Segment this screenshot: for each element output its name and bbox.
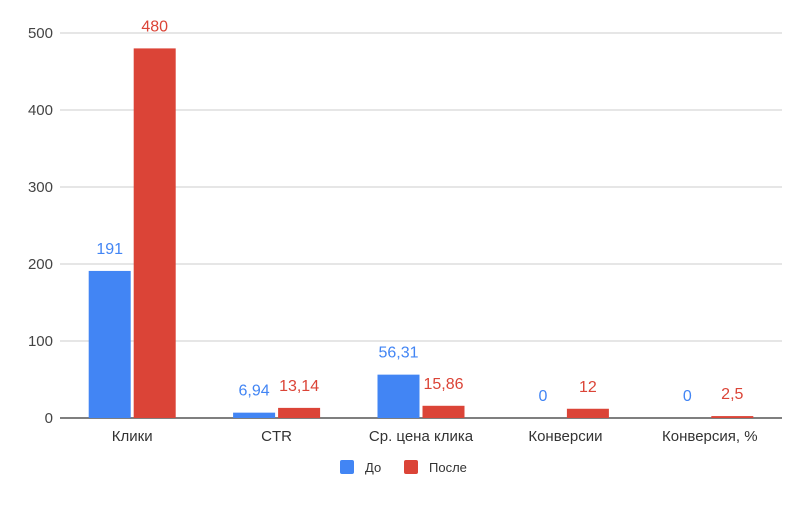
bar-posle: [422, 405, 465, 418]
data-label: 13,14: [279, 378, 319, 395]
y-tick-label: 100: [28, 333, 53, 350]
y-tick-label: 300: [28, 179, 53, 196]
legend-swatch: [340, 460, 354, 474]
x-tick-label: Конверсия, %: [662, 428, 758, 445]
y-tick-label: 0: [45, 410, 53, 427]
bar-posle: [566, 408, 609, 418]
data-label: 0: [538, 388, 547, 405]
bar-posle: [278, 407, 321, 418]
data-label: 6,94: [239, 383, 270, 400]
bar-do: [233, 412, 276, 418]
y-tick-label: 400: [28, 102, 53, 119]
data-label: 191: [96, 241, 123, 258]
bar-posle: [711, 416, 754, 418]
bar-do: [88, 270, 131, 418]
legend-swatch: [404, 460, 418, 474]
y-tick-label: 500: [28, 25, 53, 42]
bar-do: [377, 374, 420, 418]
data-label: 15,86: [423, 376, 463, 393]
x-tick-label: CTR: [261, 428, 292, 445]
bar-posle: [133, 48, 176, 419]
legend-label: После: [429, 460, 467, 475]
x-tick-label: Ср. цена клика: [369, 428, 474, 445]
data-label: 0: [683, 388, 692, 405]
data-label: 12: [579, 379, 597, 396]
data-label: 2,5: [721, 386, 743, 403]
data-label: 56,31: [378, 345, 418, 362]
x-tick-label: Клики: [112, 428, 153, 445]
x-tick-label: Конверсии: [528, 428, 602, 445]
legend-label: До: [365, 460, 381, 475]
data-label: 480: [141, 18, 168, 35]
y-tick-label: 200: [28, 256, 53, 273]
